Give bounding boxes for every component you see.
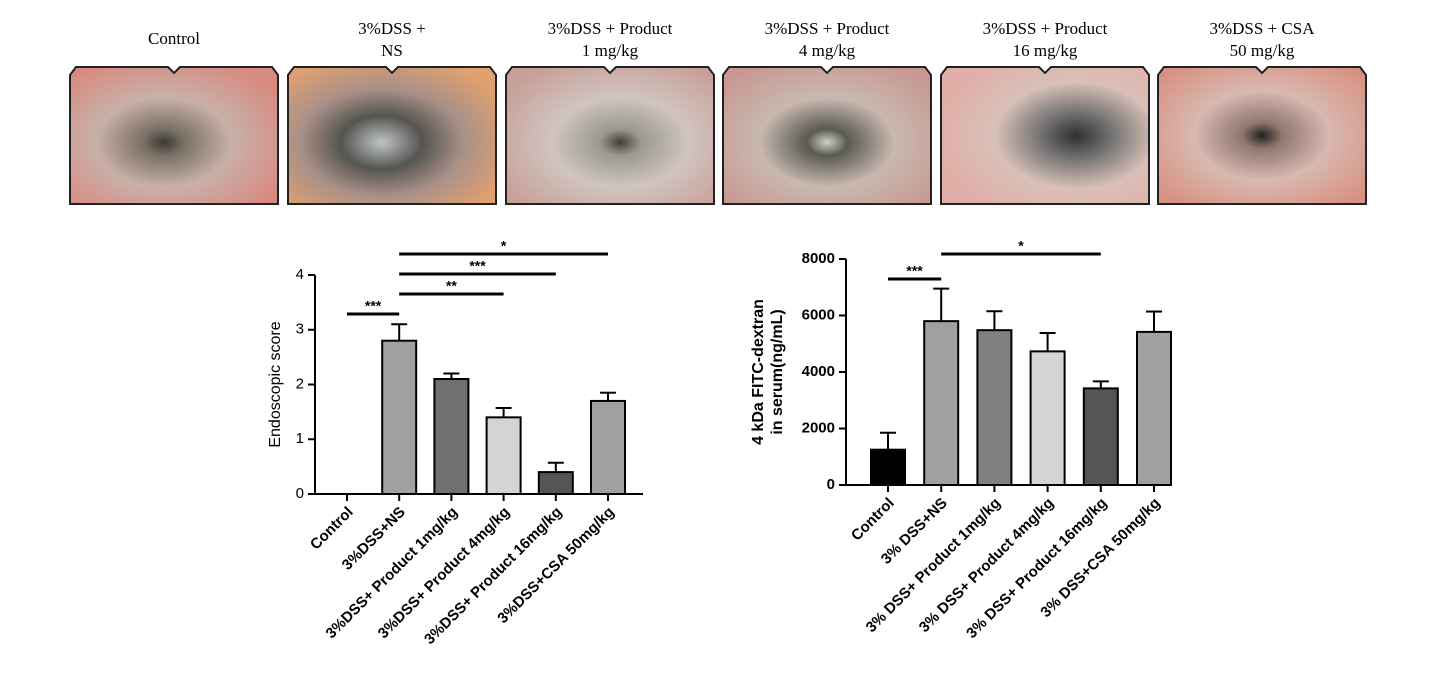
bar	[976, 329, 1013, 486]
photo-caption: 3%DSS +	[358, 19, 426, 38]
bar	[1136, 330, 1172, 487]
significance-label: ***	[469, 258, 486, 274]
bar	[381, 339, 418, 496]
photo-caption: 3%DSS + Product	[548, 19, 673, 38]
y-tick-label: 6000	[802, 306, 835, 323]
bar	[485, 416, 522, 496]
photo-caption: 1 mg/kg	[582, 41, 639, 60]
bar	[537, 471, 574, 496]
significance-label: *	[501, 238, 507, 254]
significance-label: **	[446, 278, 457, 294]
y-axis-label-line: Endoscopic score	[267, 321, 284, 447]
y-tick-label: 4000	[802, 363, 835, 380]
y-axis-label: 4 kDa FITC-dextran in serum(ng/mL)	[750, 299, 786, 445]
bar	[870, 448, 906, 486]
y-tick-label: 1	[296, 430, 304, 447]
photo-caption: NS	[381, 41, 403, 60]
endoscopic-photo	[505, 66, 715, 205]
endoscopic-photo	[722, 66, 932, 205]
endoscopic-photo	[1157, 66, 1367, 205]
photo-caption: 3%DSS + CSA	[1209, 19, 1315, 38]
endoscopic-photo	[69, 66, 279, 205]
y-tick-label: 2000	[802, 419, 835, 436]
y-axis-label-line: 4 kDa FITC-dextran	[750, 299, 767, 445]
photo-caption: 16 mg/kg	[1013, 41, 1078, 60]
significance-label: *	[1018, 238, 1024, 254]
x-tick-label: Control	[307, 504, 357, 554]
y-axis-label: Endoscopic score	[267, 321, 284, 447]
photo-caption: 4 mg/kg	[799, 41, 856, 60]
significance-label: ***	[906, 263, 923, 279]
y-tick-label: 0	[296, 485, 304, 502]
y-tick-label: 8000	[802, 250, 835, 267]
bar	[590, 399, 626, 495]
y-tick-label: 2	[296, 375, 304, 392]
bar	[923, 320, 960, 486]
photo-caption: 3%DSS + Product	[765, 19, 890, 38]
y-tick-label: 3	[296, 321, 304, 338]
bar	[433, 378, 470, 495]
y-tick-label: 4	[296, 266, 304, 283]
bar	[1082, 387, 1119, 487]
significance-label: ***	[365, 298, 382, 314]
y-axis-label-line: in serum(ng/mL)	[769, 309, 786, 434]
endoscopic-photo	[940, 66, 1150, 205]
photo-caption: Control	[148, 29, 200, 48]
endoscopic-photo	[287, 66, 497, 205]
x-tick-label: Control	[848, 495, 898, 545]
y-tick-label: 0	[827, 476, 835, 493]
photo-caption: 3%DSS + Product	[983, 19, 1108, 38]
photo-caption: 50 mg/kg	[1230, 41, 1295, 60]
bar	[1029, 350, 1066, 486]
